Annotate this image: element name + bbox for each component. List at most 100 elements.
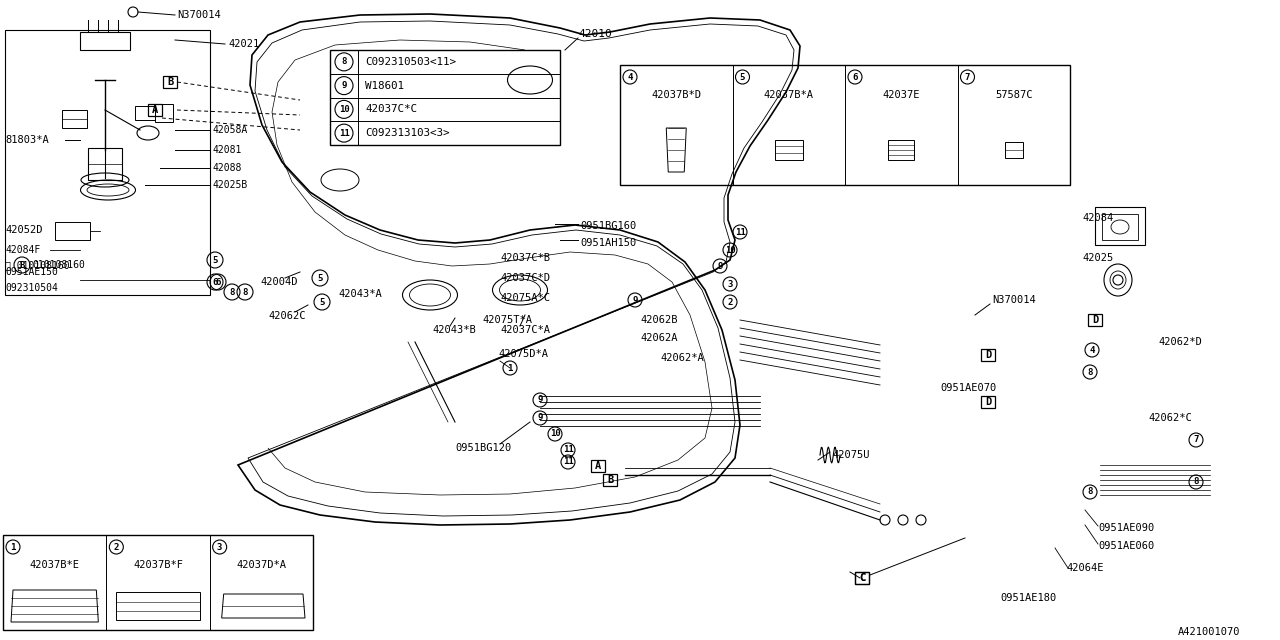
Text: W18601: W18601 <box>365 81 404 91</box>
Text: 4: 4 <box>627 72 632 81</box>
Text: 10: 10 <box>549 429 561 438</box>
Bar <box>980 396 995 408</box>
Text: 42084F: 42084F <box>5 245 40 255</box>
Text: 42062C: 42062C <box>268 311 306 321</box>
Text: C092310503<11>: C092310503<11> <box>365 57 456 67</box>
Text: D: D <box>984 397 991 407</box>
Bar <box>3 535 314 630</box>
Text: B: B <box>19 260 24 269</box>
Text: 11: 11 <box>563 445 573 454</box>
Text: 8: 8 <box>1087 367 1093 376</box>
Text: 42043*B: 42043*B <box>433 325 476 335</box>
Text: 5: 5 <box>212 255 218 264</box>
Bar <box>855 572 869 584</box>
Text: D: D <box>1092 315 1098 325</box>
Text: 42037C*A: 42037C*A <box>500 325 550 335</box>
Text: 5: 5 <box>319 298 325 307</box>
Text: A421001070: A421001070 <box>1178 627 1240 637</box>
Text: 8: 8 <box>242 287 248 296</box>
Text: 1: 1 <box>507 364 513 372</box>
Text: 2: 2 <box>114 543 119 552</box>
Text: 42084: 42084 <box>1082 213 1114 223</box>
Text: 8: 8 <box>229 287 234 296</box>
Text: 42037C*D: 42037C*D <box>500 273 550 283</box>
Text: 42058A: 42058A <box>212 125 247 135</box>
Bar <box>148 104 163 116</box>
Text: 42037C*C: 42037C*C <box>365 104 417 115</box>
Text: 42037D*A: 42037D*A <box>237 560 287 570</box>
Text: 42037E: 42037E <box>882 90 920 100</box>
Bar <box>1094 207 1146 245</box>
Text: 42081: 42081 <box>212 145 242 155</box>
Text: 42037B*F: 42037B*F <box>133 560 183 570</box>
Text: 57587C: 57587C <box>995 90 1033 100</box>
Text: 10: 10 <box>339 105 349 114</box>
Text: 42075A*C: 42075A*C <box>500 293 550 303</box>
Text: 10: 10 <box>724 246 736 255</box>
Text: A: A <box>152 105 159 115</box>
Bar <box>1102 214 1138 240</box>
Bar <box>603 474 617 486</box>
Text: 092310504: 092310504 <box>5 283 58 293</box>
Text: 0951AE070: 0951AE070 <box>940 383 996 393</box>
Text: 8: 8 <box>1087 488 1093 497</box>
Text: 42062A: 42062A <box>640 333 677 343</box>
Bar <box>81 32 131 50</box>
Text: 42043*A: 42043*A <box>338 289 381 299</box>
Text: 8: 8 <box>342 58 347 67</box>
Text: 6: 6 <box>215 278 220 287</box>
Text: 42037B*A: 42037B*A <box>764 90 814 100</box>
Text: 5: 5 <box>740 72 745 81</box>
Text: 42021: 42021 <box>228 39 260 49</box>
Text: 9: 9 <box>538 396 543 404</box>
Text: 42062*D: 42062*D <box>1158 337 1202 347</box>
Text: 42052D: 42052D <box>5 225 42 235</box>
Text: 42075T*A: 42075T*A <box>483 315 532 325</box>
Text: 42025B: 42025B <box>212 180 247 190</box>
Text: 0951BG160: 0951BG160 <box>580 221 636 231</box>
Text: 3: 3 <box>727 280 732 289</box>
Text: 8: 8 <box>1193 477 1198 486</box>
Text: 42025: 42025 <box>1082 253 1114 263</box>
Text: 0951AE090: 0951AE090 <box>1098 523 1155 533</box>
Text: 0951AE060: 0951AE060 <box>1098 541 1155 551</box>
Text: 42075D*A: 42075D*A <box>498 349 548 359</box>
Bar <box>620 65 1070 185</box>
Text: 42037B*E: 42037B*E <box>29 560 79 570</box>
Text: 11: 11 <box>563 458 573 467</box>
Bar <box>855 572 869 584</box>
Text: 42088: 42088 <box>212 163 242 173</box>
Text: 42064E: 42064E <box>1066 563 1103 573</box>
Text: 42037C*B: 42037C*B <box>500 253 550 263</box>
Text: 2: 2 <box>727 298 732 307</box>
Bar <box>134 106 155 120</box>
Text: 010108160: 010108160 <box>32 260 84 270</box>
Text: B: B <box>607 475 613 485</box>
Text: 5: 5 <box>317 273 323 282</box>
Text: 0951AE180: 0951AE180 <box>1000 593 1056 603</box>
Text: 3: 3 <box>218 543 223 552</box>
Text: N370014: N370014 <box>992 295 1036 305</box>
Text: 42010: 42010 <box>579 29 612 39</box>
Text: C: C <box>859 573 865 583</box>
Bar <box>61 110 87 128</box>
Bar <box>980 349 995 361</box>
Text: 42004D: 42004D <box>260 277 297 287</box>
Text: 11: 11 <box>735 227 745 237</box>
Text: 9: 9 <box>717 262 723 271</box>
Text: A: A <box>595 461 602 471</box>
Text: 0951AH150: 0951AH150 <box>580 238 636 248</box>
Text: N370014: N370014 <box>177 10 220 20</box>
Text: 7: 7 <box>965 72 970 81</box>
Bar <box>88 148 122 180</box>
Text: C: C <box>859 573 865 583</box>
Text: 42062*A: 42062*A <box>660 353 704 363</box>
Text: 42075U: 42075U <box>832 450 869 460</box>
Text: 42062*C: 42062*C <box>1148 413 1192 423</box>
Text: 0951AE150: 0951AE150 <box>5 267 58 277</box>
Text: C092313103<3>: C092313103<3> <box>365 128 449 138</box>
Text: 9: 9 <box>538 413 543 422</box>
Text: 9: 9 <box>632 296 637 305</box>
Text: 0951BG120: 0951BG120 <box>454 443 511 453</box>
Text: ⒱ 010108160: ⒱ 010108160 <box>5 260 69 270</box>
